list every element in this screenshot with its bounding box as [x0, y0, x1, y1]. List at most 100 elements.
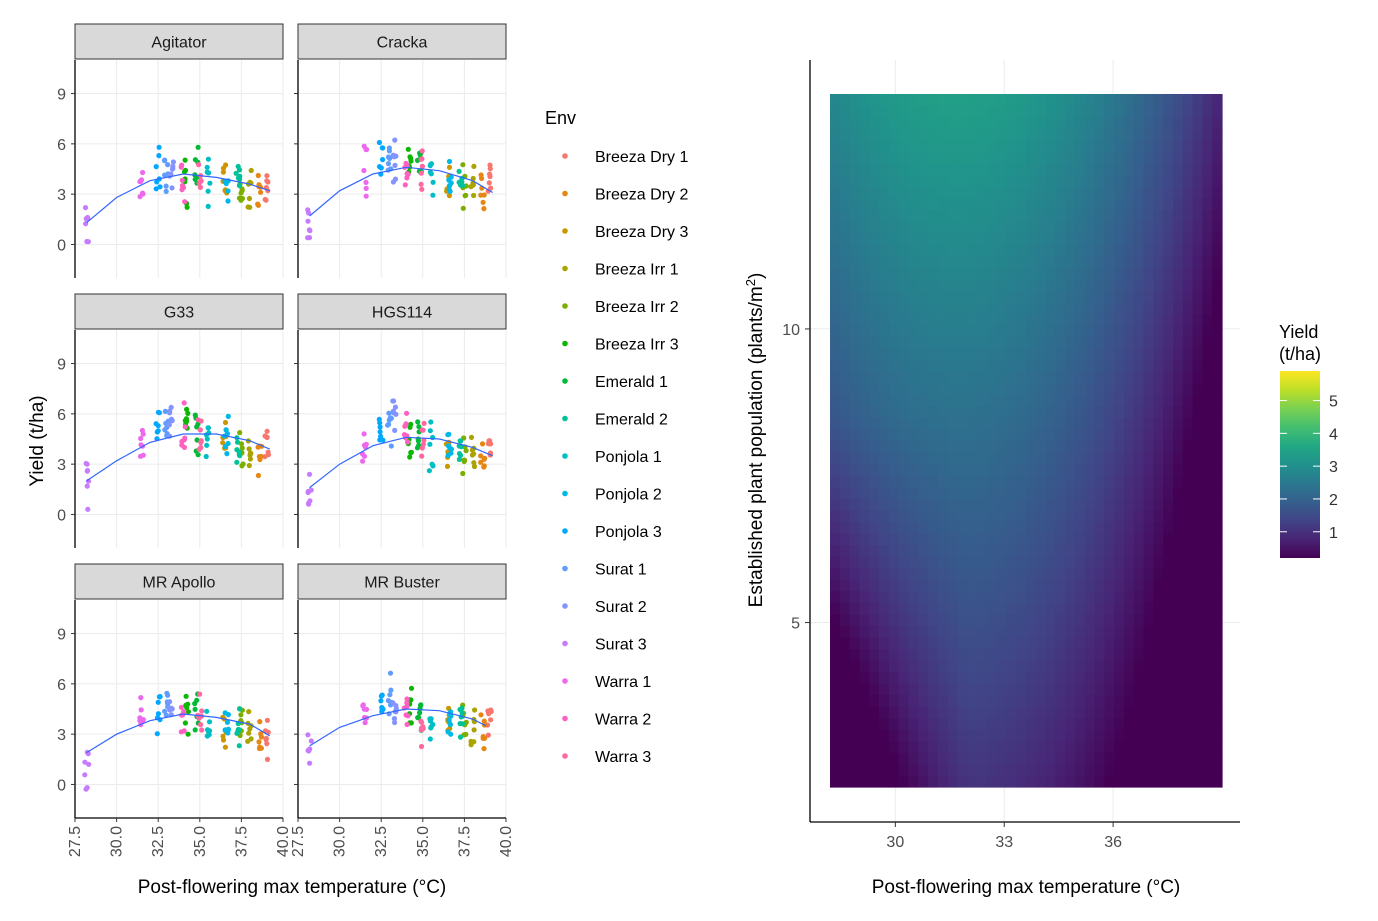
heatmap-tile	[1026, 706, 1037, 719]
heatmap-tile	[1192, 498, 1203, 511]
heatmap-tile	[1192, 405, 1203, 418]
heatmap-tile	[1133, 186, 1145, 199]
heatmap-tile	[977, 105, 988, 118]
heatmap-tile	[888, 117, 900, 130]
heatmap-tile	[1006, 729, 1017, 742]
heatmap-tile	[1133, 636, 1145, 649]
heatmap-tile	[859, 94, 870, 107]
heatmap-tile	[918, 117, 929, 130]
heatmap-tile	[839, 636, 851, 649]
heatmap-tile	[888, 752, 900, 765]
heatmap-tile	[1035, 452, 1047, 465]
heatmap-tile	[1124, 140, 1135, 153]
heatmap-tile	[928, 186, 939, 199]
heatmap-tile	[1182, 394, 1194, 407]
heatmap-tile	[1084, 648, 1096, 661]
heatmap-tile	[1035, 140, 1047, 153]
heatmap-tile	[967, 556, 978, 569]
heatmap-tile	[869, 128, 880, 141]
heatmap-tile	[1035, 348, 1047, 361]
heatmap-tile	[1016, 117, 1027, 130]
heatmap-tile	[1163, 128, 1174, 141]
heatmap-tile	[1133, 255, 1145, 268]
legend-item-breeza-dry-1: Breeza Dry 1	[562, 149, 688, 166]
heatmap-tile	[1212, 221, 1223, 234]
heatmap-tile	[1192, 544, 1203, 557]
heatmap-tile	[879, 544, 890, 557]
heatmap-tile	[918, 301, 929, 315]
heatmap-x-axis-title: Post-flowering max temperature (°C)	[872, 877, 1181, 898]
legend-key-dot	[562, 228, 568, 234]
heatmap-tile	[1016, 763, 1027, 777]
data-point-emerald-1	[415, 419, 421, 425]
heatmap-tile	[849, 359, 860, 372]
heatmap-tile	[1202, 278, 1213, 291]
heatmap-tile	[1016, 301, 1027, 315]
heatmap-tile	[1065, 394, 1076, 407]
legend-item-warra-1: Warra 1	[562, 674, 651, 691]
heatmap-tile	[1045, 567, 1056, 580]
heatmap-tile	[879, 163, 890, 176]
heatmap-tile	[928, 128, 939, 141]
heatmap-tile	[996, 579, 1007, 592]
heatmap-tile	[928, 498, 939, 511]
heatmap-tile	[1026, 532, 1037, 546]
heatmap-tile	[937, 244, 949, 257]
heatmap-tile	[879, 186, 890, 199]
heatmap-tile	[859, 359, 870, 372]
heatmap-x-tick-label: 36	[1104, 834, 1122, 851]
heatmap-tile	[1114, 544, 1125, 557]
heatmap-tile	[918, 463, 929, 476]
heatmap-tile	[1153, 428, 1164, 442]
heatmap-tile	[1075, 775, 1086, 788]
heatmap-tile	[1192, 394, 1203, 407]
heatmap-tile	[1026, 763, 1037, 777]
heatmap-tile	[1035, 590, 1047, 603]
heatmap-tile	[1035, 359, 1047, 372]
x-tick-label: 32.5	[150, 826, 167, 857]
data-point-breeza-irr-1	[470, 175, 476, 182]
data-point-breeza-dry-1	[263, 197, 269, 203]
heatmap-tile	[1143, 313, 1154, 326]
heatmap-tile	[1163, 579, 1174, 592]
legend-key-dot	[562, 490, 568, 497]
heatmap-tile	[967, 544, 978, 557]
heatmap-tile	[918, 267, 929, 280]
heatmap-tile	[1055, 613, 1066, 626]
data-point-surat-2	[391, 716, 397, 722]
heatmap-tile	[1075, 348, 1086, 361]
heatmap-tile	[1143, 475, 1154, 488]
heatmap-tile	[1124, 186, 1135, 199]
heatmap-tile	[967, 128, 978, 141]
heatmap-tile	[908, 163, 919, 176]
heatmap-tile	[1163, 740, 1174, 753]
heatmap-tile	[839, 405, 851, 418]
data-point-warra-3	[199, 708, 205, 714]
heatmap-tile	[1133, 174, 1145, 187]
heatmap-tile	[996, 625, 1007, 638]
data-point-ponjola-1	[204, 442, 210, 448]
heatmap-tile	[1026, 278, 1037, 291]
heatmap-tile	[1173, 348, 1184, 361]
heatmap-tile	[1133, 486, 1145, 499]
x-tick-label: 27.5	[67, 826, 84, 857]
heatmap-tile	[849, 475, 860, 488]
facet-strip-label: Agitator	[151, 35, 207, 52]
data-point-warra-1	[138, 178, 144, 184]
heatmap-tile	[928, 486, 939, 499]
heatmap-tile	[1143, 232, 1154, 245]
heatmap-tile	[898, 590, 909, 603]
heatmap-tile	[1133, 694, 1145, 707]
heatmap-tile	[1192, 440, 1203, 453]
heatmap-tile	[1124, 683, 1135, 696]
heatmap-tile	[1124, 197, 1135, 211]
heatmap-tile	[839, 278, 851, 291]
heatmap-tile	[986, 348, 998, 361]
heatmap-tile	[977, 209, 988, 222]
heatmap-tile	[947, 405, 958, 418]
x-tick-label: 27.5	[290, 826, 307, 857]
heatmap-tile	[908, 255, 919, 268]
data-point-breeza-dry-3	[446, 164, 453, 170]
heatmap-tile	[977, 359, 988, 372]
heatmap-tile	[1173, 579, 1184, 592]
